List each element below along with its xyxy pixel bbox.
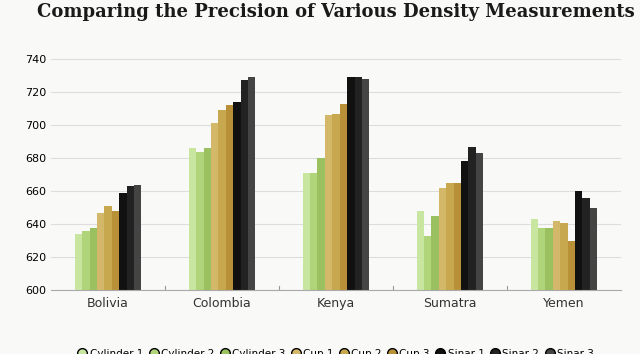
Bar	[119, 193, 127, 290]
Bar	[332, 114, 340, 290]
Bar	[431, 216, 439, 290]
Bar	[189, 148, 196, 290]
Bar	[417, 211, 424, 290]
Bar	[340, 104, 347, 290]
Bar	[104, 206, 112, 290]
Bar	[582, 198, 589, 290]
Bar	[248, 77, 255, 290]
Bar	[454, 183, 461, 290]
Bar	[468, 147, 476, 290]
Bar	[545, 228, 553, 290]
Bar	[461, 161, 468, 290]
Bar	[75, 234, 83, 290]
Bar	[112, 211, 119, 290]
Bar	[325, 115, 332, 290]
Bar	[241, 80, 248, 290]
Bar	[424, 236, 431, 290]
Bar	[127, 186, 134, 290]
Bar	[204, 148, 211, 290]
Bar	[226, 105, 233, 290]
Bar	[560, 223, 568, 290]
Bar	[211, 124, 218, 290]
Bar	[90, 228, 97, 290]
Bar	[531, 219, 538, 290]
Bar	[83, 231, 90, 290]
Bar	[218, 110, 226, 290]
Bar	[196, 152, 204, 290]
Bar	[233, 102, 241, 290]
Bar	[553, 221, 560, 290]
Bar	[575, 191, 582, 290]
Bar	[317, 158, 325, 290]
Bar	[476, 153, 483, 290]
Bar	[347, 77, 355, 290]
Title: Comparing the Precision of Various Density Measurements: Comparing the Precision of Various Densi…	[37, 4, 635, 22]
Legend: Cylinder 1, Cylinder 2, Cylinder 3, Cup 1, Cup 2, Cup 3, Sinar 1, Sinar 2, Sinar: Cylinder 1, Cylinder 2, Cylinder 3, Cup …	[78, 349, 594, 354]
Bar	[446, 183, 454, 290]
Bar	[568, 241, 575, 290]
Bar	[439, 188, 446, 290]
Bar	[355, 77, 362, 290]
Bar	[362, 79, 369, 290]
Bar	[310, 173, 317, 290]
Bar	[589, 208, 597, 290]
Bar	[97, 213, 104, 290]
Bar	[303, 173, 310, 290]
Bar	[134, 184, 141, 290]
Bar	[538, 228, 545, 290]
